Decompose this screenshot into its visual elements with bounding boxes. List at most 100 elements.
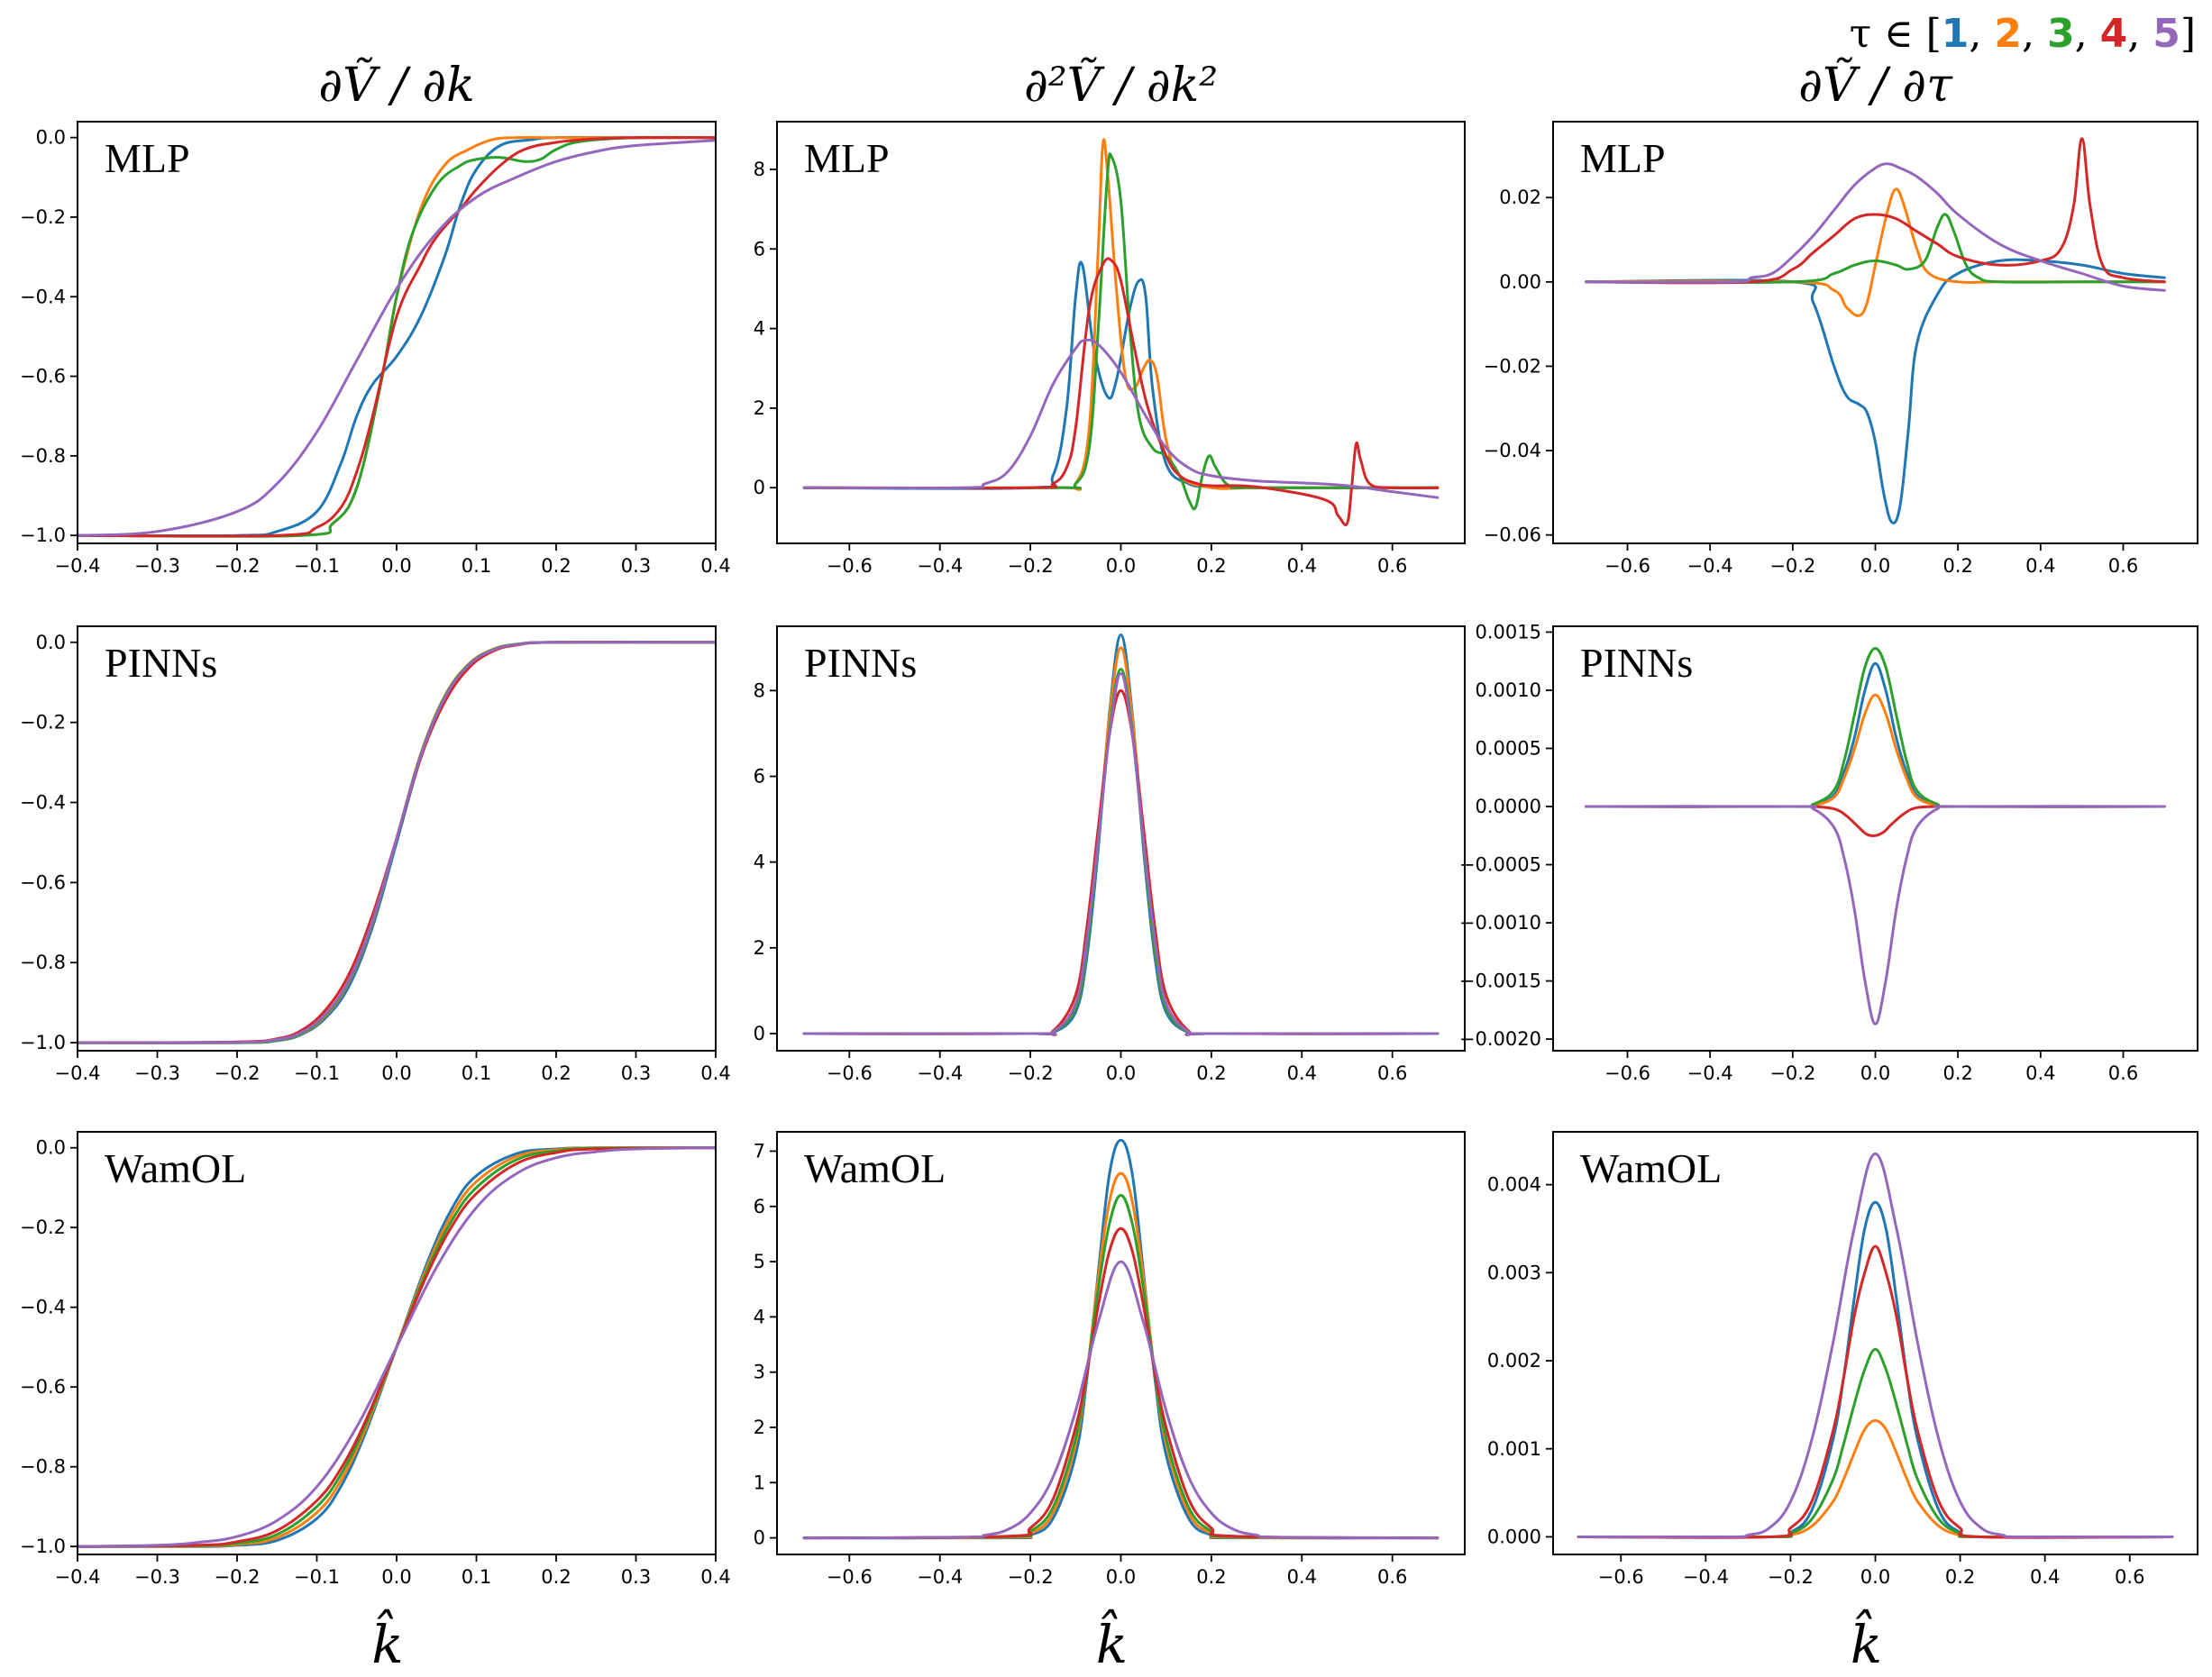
- series-line-tau-3: [78, 135, 716, 538]
- x-tick-label: −0.6: [827, 1566, 873, 1588]
- x-tick-label: −0.2: [1008, 1566, 1054, 1588]
- x-axis-title-3: k̂: [1851, 1609, 1882, 1675]
- series-line-tau-3: [1585, 213, 2166, 285]
- y-tick-label: 1: [754, 1472, 765, 1493]
- column-titles: ∂Ṽ / ∂k ∂²Ṽ / ∂k² ∂Ṽ / ∂τ: [318, 58, 1953, 113]
- series-line-tau-3: [802, 1194, 1440, 1540]
- x-tick-label: −0.2: [215, 555, 261, 577]
- series-line-tau-4: [78, 136, 716, 538]
- series-line-tau-3: [802, 152, 1440, 511]
- y-tick-label: 3: [754, 1362, 765, 1383]
- plot-frame: [77, 121, 717, 544]
- series-line-tau-2: [1585, 693, 2166, 808]
- series-group: [78, 641, 716, 1044]
- plot-frame: [1552, 625, 2198, 1052]
- x-tick-label: −0.6: [827, 1062, 873, 1084]
- y-tick-label: −1.0: [20, 1032, 66, 1053]
- column-title-1: ∂Ṽ / ∂k: [318, 58, 474, 113]
- series-group: [1577, 1152, 2174, 1539]
- x-tick-label: 0.0: [381, 555, 411, 577]
- series-group: [802, 633, 1440, 1036]
- y-tick-label: 0.004: [1487, 1174, 1541, 1196]
- x-tick-label: 0.4: [1287, 1566, 1317, 1588]
- x-tick-label: −0.6: [1598, 1566, 1644, 1588]
- y-tick-label: 6: [754, 238, 765, 260]
- x-tick-label: 0.6: [1377, 555, 1407, 577]
- panel-mlp-col3: −0.6 −0.4 −0.2 0.0 0.2 0.4 0.6 −0.06 −0.04 −0.02 0…: [1484, 121, 2198, 577]
- series-line-tau-5: [78, 1146, 716, 1548]
- series-line-tau-5: [802, 338, 1440, 499]
- x-tick-label: −0.1: [294, 1566, 340, 1588]
- y-tick-label: −0.06: [1484, 524, 1541, 546]
- x-tick-label: 0.2: [1945, 1566, 1975, 1588]
- y-tick-label: −0.8: [20, 952, 66, 973]
- series-line-tau-4: [802, 688, 1440, 1036]
- legend-item-tau-1: 1: [1942, 11, 1970, 57]
- series-line-tau-1: [78, 136, 716, 538]
- y-tick-label: 0.0: [36, 1137, 66, 1159]
- method-label: MLP: [105, 135, 190, 181]
- series-group: [1585, 137, 2166, 524]
- x-tick-label: 0.0: [381, 1566, 411, 1588]
- x-tick-label: 0.1: [462, 1566, 491, 1588]
- x-tick-label: 0.2: [1196, 1566, 1226, 1588]
- method-label: PINNs: [105, 640, 217, 686]
- x-tick-label: −0.4: [55, 1566, 101, 1588]
- series-line-tau-5: [802, 1260, 1440, 1540]
- y-tick-label: −0.8: [20, 445, 66, 467]
- legend-prefix: τ ∈ [: [1850, 11, 1942, 57]
- x-tick-label: 0.2: [541, 1062, 571, 1084]
- y-tick-label: −1.0: [20, 524, 66, 546]
- x-tick-label: 0.2: [541, 1566, 571, 1588]
- x-tick-label: −0.2: [215, 1566, 261, 1588]
- x-tick-label: 0.2: [1196, 555, 1226, 577]
- panel-pinns-col3: −0.6 −0.4 −0.2 0.0 0.2 0.4 0.6 −0.0020 −0.0015 −0…: [1459, 621, 2198, 1084]
- legend-suffix: ]: [2180, 11, 2196, 57]
- y-tick-label: 0.001: [1487, 1438, 1541, 1460]
- x-tick-label: −0.2: [1769, 555, 1815, 577]
- x-tick-label: 0.4: [700, 555, 730, 577]
- y-tick-label: 6: [754, 766, 765, 788]
- x-tick-label: 0.1: [462, 555, 491, 577]
- series-group: [78, 1146, 716, 1548]
- x-tick-label: −0.2: [1008, 555, 1054, 577]
- x-tick-label: 0.4: [2025, 555, 2055, 577]
- y-tick-label: 6: [754, 1196, 765, 1217]
- x-tick-label: 0.0: [1860, 1062, 1890, 1084]
- y-tick-label: −0.2: [20, 712, 66, 734]
- y-tick-label: −0.0020: [1459, 1028, 1541, 1050]
- series-line-tau-3: [802, 668, 1440, 1036]
- x-tick-label: 0.0: [1860, 1566, 1890, 1588]
- y-tick-label: 4: [754, 1306, 765, 1327]
- x-axis-titles: k̂ k̂ k̂: [371, 1609, 1882, 1675]
- series-line-tau-5: [1577, 1152, 2174, 1539]
- panel-pinns-col1: −0.4 −0.3 −0.2 −0.1 0.0 0.1 0.2 0.3 0.4 −1.0 −0.8 −…: [20, 625, 731, 1084]
- y-tick-label: 0.0015: [1476, 621, 1541, 643]
- x-tick-label: −0.3: [134, 1062, 180, 1084]
- method-label: WamOL: [105, 1145, 246, 1191]
- y-tick-label: 2: [754, 937, 765, 959]
- legend-separator: ,: [2127, 11, 2153, 57]
- method-label: PINNs: [1580, 640, 1693, 686]
- series-group: [802, 138, 1440, 527]
- x-tick-label: 0.0: [1106, 1566, 1136, 1588]
- column-title-3: ∂Ṽ / ∂τ: [1798, 58, 1953, 113]
- series-line-tau-2: [1577, 1419, 2174, 1539]
- legend-item-tau-3: 3: [2047, 11, 2075, 57]
- method-label: WamOL: [1580, 1145, 1722, 1191]
- legend-separator: ,: [2022, 11, 2047, 57]
- panel-wamol-col2: −0.6 −0.4 −0.2 0.0 0.2 0.4 0.6 0 1 2 3 4 5 6 7 WamOL: [754, 1131, 1466, 1588]
- tau-legend: τ ∈ [1, 2, 3, 4, 5]: [1850, 11, 2196, 57]
- y-tick-label: −0.0015: [1459, 971, 1541, 992]
- x-tick-label: 0.6: [2108, 1062, 2138, 1084]
- y-tick-label: −0.8: [20, 1456, 66, 1478]
- y-tick-label: −0.4: [20, 792, 66, 814]
- y-tick-label: 0.0: [36, 632, 66, 653]
- x-tick-label: 0.4: [1287, 1062, 1317, 1084]
- series-group: [802, 1138, 1440, 1540]
- series-line-tau-1: [1577, 1200, 2174, 1539]
- y-tick-label: −0.04: [1484, 440, 1541, 461]
- x-tick-label: 0.2: [1942, 555, 1972, 577]
- legend-separator: ,: [2075, 11, 2100, 57]
